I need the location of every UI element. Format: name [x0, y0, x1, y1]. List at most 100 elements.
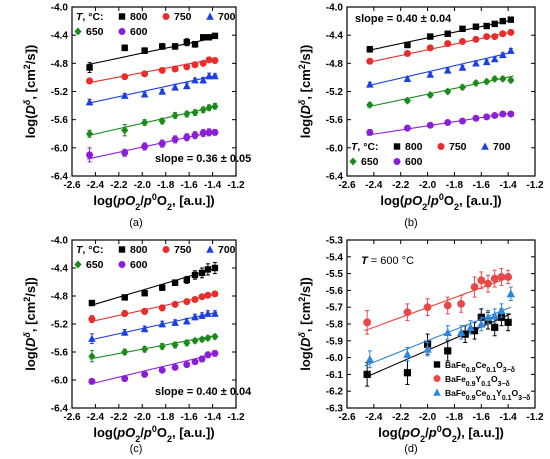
y-tick-label: -6.3 [326, 404, 344, 415]
data-point [86, 64, 93, 71]
x-tick-label: -1.4 [500, 180, 518, 191]
data-point [426, 70, 435, 78]
data-point [205, 34, 213, 41]
data-point [191, 271, 199, 279]
data-point [159, 284, 166, 291]
data-point [205, 56, 213, 64]
data-point [205, 103, 213, 112]
data-point [204, 291, 212, 299]
legend-marker [162, 246, 170, 253]
data-point [141, 290, 148, 297]
data-point [507, 16, 515, 23]
data-point [171, 318, 179, 326]
x-tick-label: -2.4 [87, 412, 105, 423]
y-tick-label: -4.4 [51, 31, 69, 42]
data-point [498, 50, 507, 59]
data-point [158, 117, 166, 126]
data-point [497, 306, 506, 315]
data-point [191, 41, 199, 48]
y-tick-label: -5.2 [51, 87, 69, 98]
data-point [404, 41, 411, 49]
data-point [490, 55, 499, 63]
data-point [121, 126, 129, 135]
data-point [211, 332, 219, 341]
data-point [199, 76, 207, 84]
data-point [472, 114, 480, 122]
legend-label: 600 [405, 156, 423, 168]
annotation: T = 600 °C [361, 255, 414, 267]
y-tick-label: -5.6 [51, 348, 69, 359]
data-point [456, 328, 466, 336]
data-point [506, 289, 516, 298]
y-tick-label: -5.4 [326, 252, 344, 263]
data-point [444, 40, 452, 48]
data-point [141, 47, 148, 54]
data-point [121, 310, 129, 317]
data-point [459, 25, 466, 33]
data-point [443, 301, 452, 310]
data-point [171, 279, 179, 286]
data-point [141, 118, 149, 127]
data-point [141, 70, 149, 78]
x-tick-label: -1.8 [446, 412, 464, 423]
data-point [499, 74, 507, 83]
data-point [470, 283, 479, 291]
data-point [477, 319, 486, 328]
data-point [507, 76, 515, 85]
legend-title: T, °C: [76, 11, 104, 23]
data-point [458, 117, 466, 125]
series-1 [86, 56, 219, 85]
data-point [507, 46, 515, 54]
series-4 [366, 110, 515, 136]
data-point [199, 105, 207, 114]
x-axis-label: log(pO2/p0O2), [a.u.]) [378, 424, 504, 444]
data-point [403, 49, 411, 57]
chart-panel-c: -2.6 -2.4 -2.2 -2.0 -1.8 -1.6 -1.4 -1.2 -4.0 -4.4… [22, 236, 252, 456]
data-point [490, 311, 499, 320]
y-tick-label: -6.0 [51, 376, 69, 387]
data-point [158, 87, 166, 95]
data-point [366, 100, 374, 109]
data-point [426, 121, 434, 129]
data-point [211, 349, 219, 357]
y-tick-label: -5.6 [326, 286, 344, 297]
y-tick-label: -6.0 [326, 353, 344, 364]
y-tick-label: -6.2 [326, 387, 344, 398]
y-tick-label: -4.0 [51, 236, 69, 247]
x-tick-label: -2.2 [110, 180, 128, 191]
data-point [491, 74, 499, 83]
data-point [198, 311, 206, 319]
legend-marker [206, 12, 214, 20]
data-point [211, 32, 219, 40]
data-point [120, 91, 129, 99]
legend-marker [433, 375, 441, 382]
data-point [121, 44, 128, 52]
y-tick-label: -4.4 [51, 264, 69, 275]
y-tick-label: -5.2 [51, 320, 69, 331]
legend: T, °C: 800 750 700 650 600 [349, 141, 511, 168]
chart-panel-d: -2.6 -2.4 -2.2 -2.0 -1.8 -1.6 -1.4 -1.2 -5.3 -5.4… [297, 236, 544, 456]
panel-caption: (b) [404, 217, 417, 229]
data-point [499, 30, 507, 38]
data-point [85, 98, 94, 106]
y-tick-label: -4.4 [326, 31, 344, 42]
panel-caption: (a) [129, 217, 142, 229]
data-point [211, 128, 219, 136]
data-point [141, 142, 149, 150]
data-point [491, 111, 499, 119]
legend: T, °C: 800 750 700 650 600 [74, 11, 236, 38]
legend-label: 800 [405, 141, 423, 153]
data-point [198, 335, 206, 344]
y-tick-label: -4.8 [51, 59, 69, 70]
x-tick-label: -1.6 [473, 180, 491, 191]
legend-label: 750 [174, 244, 192, 256]
data-point [183, 63, 191, 71]
data-point [199, 129, 207, 137]
y-axis-label: log(Dδ, [cm2/s]) [297, 45, 313, 139]
data-point [423, 303, 432, 312]
y-axis-label: log(Dδ, [cm2/s]) [22, 277, 38, 371]
legend-marker [393, 158, 401, 165]
legend-label: 650 [86, 26, 104, 38]
data-point [457, 299, 466, 308]
data-point [403, 124, 411, 132]
